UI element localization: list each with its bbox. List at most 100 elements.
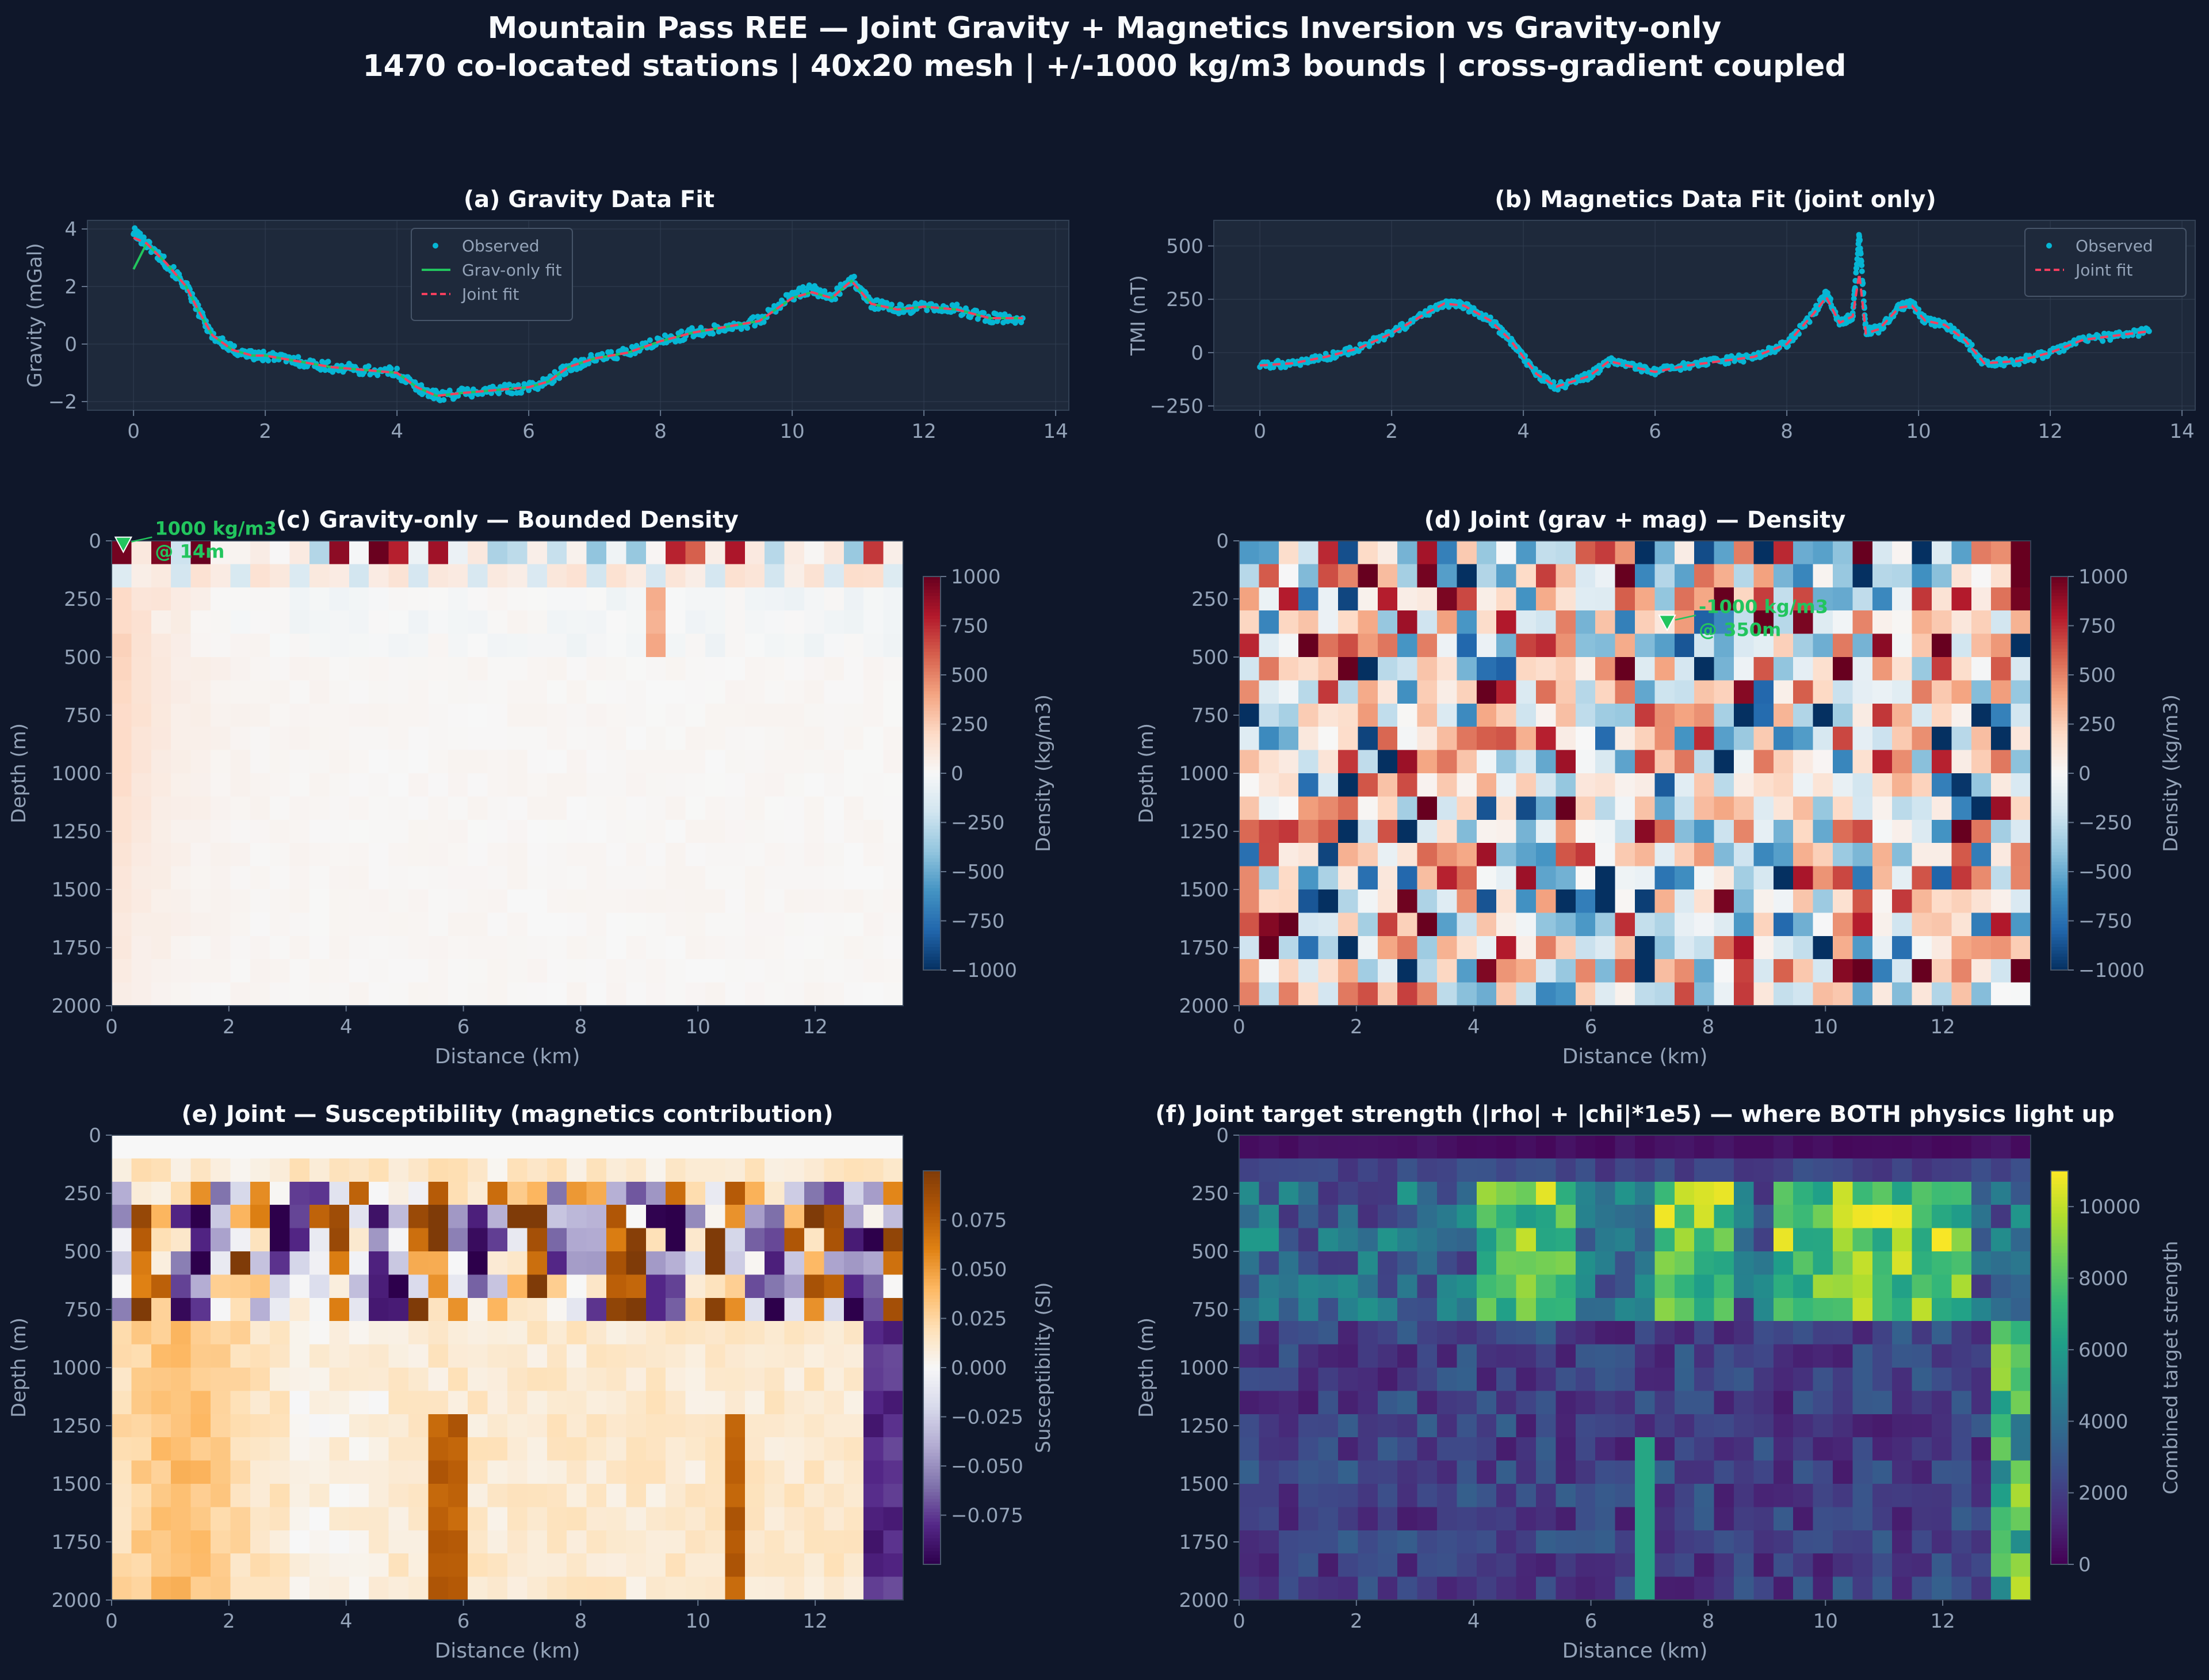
y-tick-label: −250 [1150,395,1203,418]
colorbar-segment [923,1541,941,1545]
heatmap-cell [1615,843,1635,867]
heatmap-cell [1654,1205,1675,1229]
heatmap-cell [131,1251,152,1275]
heatmap-cell [1595,750,1616,774]
heatmap-cell [824,1391,844,1415]
heatmap-cell [666,1484,686,1507]
heatmap-cell [804,1414,824,1438]
heatmap-cell [211,1228,231,1252]
heatmap-cell [487,912,508,937]
heatmap-cell [487,1391,508,1415]
heatmap-cell [863,1391,884,1415]
heatmap-cell [131,541,152,564]
colorbar-segment [923,1463,941,1467]
heatmap-cell [468,959,488,983]
heatmap-cell [685,1297,706,1322]
heatmap-cell [171,703,192,727]
heatmap-cell [1912,773,1932,797]
colorbar-segment [923,1181,941,1185]
heatmap-cell [211,796,231,820]
y-tick-label: 1000 [51,1357,101,1380]
heatmap-cell [1298,657,1319,681]
heatmap-cell [1971,703,1992,727]
colorbar-segment [2051,776,2068,780]
heatmap-cell [685,633,706,658]
heatmap-cell [626,657,647,681]
heatmap-cell [369,866,389,890]
heatmap-cell [1833,1297,1853,1322]
heatmap-cell [843,773,864,797]
heatmap-cell [1833,1251,1853,1275]
heatmap-cell [448,1391,468,1415]
heatmap-cell [270,1391,291,1415]
heatmap-cell [1951,1158,1972,1182]
heatmap-cell [784,819,805,843]
heatmap-cell [1635,959,1655,983]
heatmap-cell [151,1321,171,1345]
heatmap-cell [1338,633,1358,658]
heatmap-cell [388,1553,409,1578]
heatmap-cell [1951,1205,1972,1229]
heatmap-cell [211,959,231,983]
heatmap-cell [527,1553,548,1578]
heatmap-cell [883,750,904,774]
heatmap-cell [1892,727,1913,751]
heatmap-cell [883,1553,904,1578]
heatmap-cell [705,1437,725,1461]
heatmap-cell [1496,633,1517,658]
heatmap-cell [1338,750,1358,774]
heatmap-cell [1536,843,1556,867]
heatmap-cell [487,1297,508,1322]
observed-point [1993,362,2000,368]
colorbar-segment [923,1436,941,1440]
heatmap-cell [151,936,171,960]
heatmap-cell [112,1297,132,1322]
heatmap-cell [586,1135,607,1159]
heatmap-cell [1318,912,1339,937]
colorbar-segment [923,1515,941,1519]
heatmap-cell [2011,796,2031,820]
colorbar-segment [923,1407,941,1411]
heatmap-cell [468,796,488,820]
heatmap-cell [1971,1158,1992,1182]
heatmap-cell [1932,727,1952,751]
heatmap-cell [1872,727,1893,751]
heatmap-cell [685,541,706,564]
heatmap-cell [1556,1205,1576,1229]
heatmap-cell [626,610,647,635]
heatmap-cell [1595,587,1616,611]
heatmap-cell [645,1576,666,1601]
heatmap-cell [567,1135,587,1159]
colorbar-segment [2051,750,2068,754]
heatmap-cell [250,1251,270,1275]
heatmap-cell [428,843,449,867]
heatmap-cell [289,889,310,913]
observed-point [1702,357,1707,363]
heatmap-cell [1635,1251,1655,1275]
heatmap-cell [408,633,429,658]
heatmap-cell [2011,610,2031,635]
colorbar-segment [923,1374,941,1378]
heatmap-cell [428,773,449,797]
heatmap-cell [190,657,211,681]
heatmap-cell [487,1553,508,1578]
heatmap-cell [190,819,211,843]
heatmap-cell [606,819,626,843]
heatmap-cell [250,1368,270,1391]
heatmap-cell [112,1205,132,1229]
heatmap-cell [705,703,725,727]
heatmap-cell [309,1507,330,1531]
colorbar-segment [2051,648,2068,652]
heatmap-cell [1437,819,1457,843]
heatmap-cell [1932,750,1952,774]
heatmap-cell [112,727,132,751]
heatmap-cell [1694,936,1715,960]
heatmap-cell [1556,936,1576,960]
heatmap-cell [1536,657,1556,681]
heatmap-cell [626,889,647,913]
colorbar-segment [2051,737,2068,741]
heatmap-cell [1793,564,1814,588]
colorbar-segment [923,1351,941,1355]
